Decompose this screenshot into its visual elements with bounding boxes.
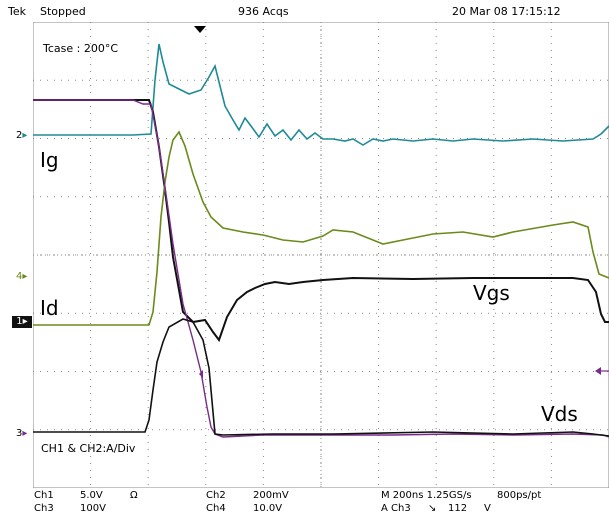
ch3-name: Ch3	[34, 503, 54, 514]
trigger-level: 112	[448, 503, 468, 514]
waveform-display	[33, 22, 609, 488]
timestamp: 20 Mar 08 17:15:12	[452, 5, 561, 18]
trigger-position-icon	[194, 26, 206, 33]
settings-readout: Ch1 5.0V Ω Ch3 100V Ch2 200mV Ch4 10.0V …	[0, 488, 609, 520]
vds-trace	[33, 99, 609, 438]
trigger-slope-icon: ↘	[428, 503, 437, 514]
trigger-source: A Ch3	[381, 503, 411, 514]
status-bar: Tek Stopped 936 Acqs 20 Mar 08 17:15:12	[0, 0, 609, 33]
vgs-label: Vgs	[473, 281, 510, 305]
vgs-trace	[33, 130, 609, 326]
ch1-scale: 5.0V	[80, 490, 103, 501]
id-trace	[33, 99, 609, 343]
ch3-right-marker	[595, 367, 601, 375]
ch3-scale: 100V	[80, 503, 106, 514]
ch2-scale: 200mV	[253, 490, 289, 501]
ig-label: Ig	[40, 148, 59, 172]
ch1-marker[interactable]: 1▸	[12, 316, 32, 328]
vds-trigger-marker	[199, 370, 203, 378]
ch3-marker[interactable]: 3▸	[16, 428, 28, 439]
trigger-unit: V	[484, 503, 491, 514]
id-label: Id	[40, 296, 59, 320]
scope-screen: Tcase : 200°C Ig Id Vgs Vds CH1 & CH2:A/…	[33, 22, 609, 488]
graticule	[33, 22, 609, 488]
ch2-name: Ch2	[206, 490, 226, 501]
acquisition-count: 936 Acqs	[238, 5, 289, 18]
vds-label: Vds	[541, 402, 578, 426]
timebase-readout: M 200ns 1.25GS/s	[381, 490, 472, 501]
ch1-name: Ch1	[34, 490, 54, 501]
channel-note: CH1 & CH2:A/Div	[41, 442, 136, 455]
ch1-coupling: Ω	[130, 490, 138, 501]
record-readout: 800ps/pt	[497, 490, 542, 501]
brand-label: Tek	[8, 5, 26, 18]
tcase-label: Tcase : 200°C	[43, 42, 119, 55]
acquisition-state: Stopped	[40, 5, 86, 18]
ch2-marker[interactable]: 2▸	[16, 130, 28, 141]
ch4-marker[interactable]: 4▸	[16, 271, 28, 282]
vds-baseline	[33, 318, 609, 437]
ig-trace	[33, 43, 609, 146]
ch4-scale: 10.0V	[253, 503, 283, 514]
ch4-name: Ch4	[206, 503, 226, 514]
